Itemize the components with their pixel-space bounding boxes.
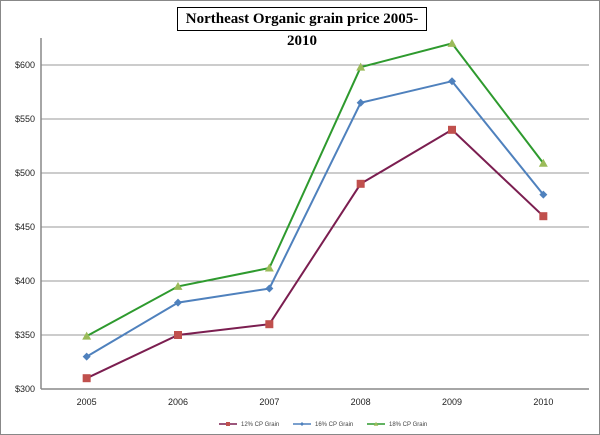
y-tick-label: $550 [15, 114, 35, 124]
triangle-marker [82, 331, 92, 340]
chart-title: Northeast Organic grain price 2005-2010 [177, 7, 427, 49]
diamond-marker [265, 284, 274, 293]
series-1: 16% CP Grain [82, 77, 548, 428]
series-line [86, 42, 545, 337]
diamond-marker [300, 422, 304, 426]
x-tick-label: 2005 [77, 397, 97, 407]
x-tick-label: 2007 [259, 397, 279, 407]
legend-label: 12% CP Grain [241, 422, 279, 428]
series-0: 12% CP Grain [82, 125, 548, 428]
diamond-marker [448, 77, 456, 86]
y-tick-label: $400 [15, 276, 35, 286]
x-tick-label: 2008 [351, 397, 371, 407]
triangle-marker [173, 281, 183, 290]
diamond-marker [82, 352, 91, 361]
legend-label: 18% CP Grain [389, 422, 427, 428]
legend-label: 16% CP Grain [315, 422, 353, 428]
diamond-marker [356, 98, 365, 107]
series-line [86, 80, 545, 358]
diamond-marker [539, 190, 548, 199]
series-line [86, 128, 545, 380]
x-tick-label: 2010 [533, 397, 553, 407]
triangle-marker [373, 421, 379, 426]
y-tick-label: $600 [15, 60, 35, 70]
triangle-marker [538, 158, 548, 167]
square-marker [265, 320, 274, 329]
diamond-marker [174, 298, 182, 307]
series-2: 18% CP Grain [82, 38, 548, 428]
square-marker [356, 179, 365, 188]
triangle-marker [264, 263, 274, 272]
x-tick-label: 2006 [168, 397, 188, 407]
triangle-marker [447, 38, 457, 47]
y-tick-label: $300 [15, 384, 35, 394]
square-marker [448, 125, 456, 134]
y-tick-label: $350 [15, 330, 35, 340]
square-marker [82, 374, 91, 383]
square-marker [226, 422, 230, 426]
y-tick-label: $500 [15, 168, 35, 178]
triangle-marker [356, 62, 366, 71]
x-tick-label: 2009 [442, 397, 462, 407]
square-marker [539, 212, 548, 221]
square-marker [174, 331, 182, 339]
y-tick-label: $450 [15, 222, 35, 232]
